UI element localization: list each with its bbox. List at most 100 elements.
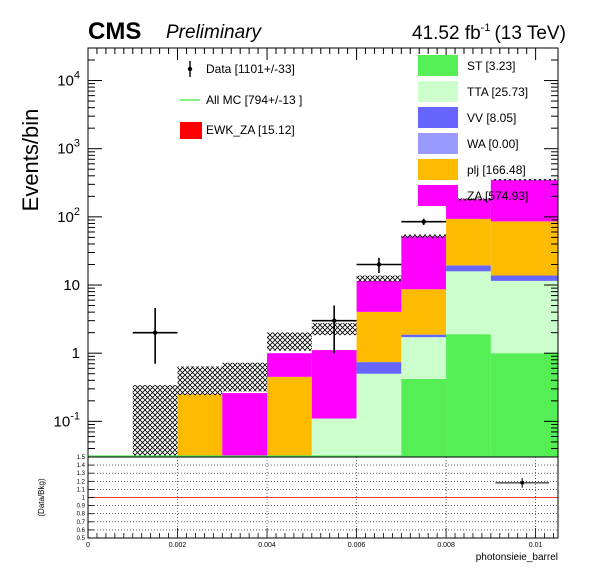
bar-plj-bin-7 bbox=[401, 289, 447, 335]
legend-entry-st: ST [3.23] bbox=[418, 55, 515, 76]
data-marker-1 bbox=[331, 318, 337, 323]
ratio-ytick-label: 1.4 bbox=[77, 463, 86, 469]
lumi-unit-exponent: -1 bbox=[481, 22, 491, 34]
legend-st-label: ST [3.23] bbox=[467, 59, 515, 73]
bar-vv-bin-8 bbox=[446, 265, 491, 272]
ratio-points bbox=[495, 478, 550, 488]
bar-za-bin-5 bbox=[311, 350, 357, 419]
legend-plj-label: plj [166.48] bbox=[467, 163, 526, 177]
bar-tta-bin-8 bbox=[446, 271, 491, 335]
legend-data-marker bbox=[187, 66, 193, 72]
legend-entry-vv: VV [8.05] bbox=[418, 107, 516, 128]
legend-tta-label: TTA [25.73] bbox=[467, 85, 528, 99]
bar-plj-bin-6 bbox=[356, 311, 402, 363]
bar-za-bin-6 bbox=[356, 281, 402, 312]
legend-data-label: Data [1101+/-33] bbox=[206, 62, 295, 76]
bar-za-bin-7 bbox=[401, 236, 447, 290]
legend-all-mc-label: All MC [794+/-13 ] bbox=[206, 93, 302, 107]
ratio-ytick-label: 0.8 bbox=[77, 512, 86, 518]
data-marker-2 bbox=[376, 262, 382, 267]
ratio-point-0 bbox=[495, 478, 550, 488]
main-plot-panel: 10-1 1 10 102 103 104 Events/bin bbox=[18, 47, 559, 458]
ratio-ytick-label: 0.9 bbox=[77, 504, 86, 510]
bar-plj-bin-8 bbox=[446, 218, 491, 266]
cms-label: CMS bbox=[88, 18, 141, 45]
uncertainty-bin-4 bbox=[267, 332, 312, 351]
ratio-ytick-label: 1.3 bbox=[77, 471, 86, 477]
ytick-label: 10 bbox=[63, 277, 80, 294]
y-axis-ticks: 10-1 1 10 102 103 104 bbox=[54, 47, 558, 458]
ytick-label: 103 bbox=[57, 138, 80, 158]
bar-tta-bin-7 bbox=[401, 337, 447, 379]
xtick-label: 0.008 bbox=[437, 542, 455, 549]
ratio-ytick-label: 1.2 bbox=[77, 479, 86, 485]
bar-plj-bin-9 bbox=[490, 221, 558, 276]
ratio-ytick-label: 1 bbox=[82, 496, 86, 502]
uncertainty-band bbox=[88, 178, 558, 457]
bar-st-bin-9 bbox=[490, 353, 558, 457]
data-point-1 bbox=[311, 305, 357, 354]
legend-vv-swatch bbox=[418, 107, 458, 128]
lumi-value: 41.52 fb bbox=[412, 23, 481, 44]
ratio-y-axis-title: (Data/Bkg) bbox=[37, 478, 46, 517]
xtick-label: 0.004 bbox=[258, 542, 276, 549]
uncertainty-bin-1 bbox=[132, 385, 178, 457]
legend-vv-label: VV [8.05] bbox=[467, 111, 516, 125]
preliminary-label: Preliminary bbox=[166, 22, 263, 43]
bar-tta-bin-9 bbox=[490, 280, 558, 354]
xtick-label: 0 bbox=[86, 542, 90, 549]
legend-st-swatch bbox=[418, 55, 458, 76]
legend-entry-ewk-za: EWK_ZA [15.12] bbox=[180, 122, 295, 139]
energy-label: (13 TeV) bbox=[494, 23, 565, 44]
legend-entry-all-mc: All MC [794+/-13 ] bbox=[180, 93, 302, 107]
bar-za-bin-9 bbox=[490, 180, 558, 222]
legend: Data [1101+/-33] All MC [794+/-13 ] EWK_ZA… bbox=[180, 55, 528, 206]
bar-st-bin-8 bbox=[446, 334, 491, 457]
legend-ewk-za-label: EWK_ZA [15.12] bbox=[206, 123, 295, 137]
ytick-label: 1 bbox=[72, 345, 80, 362]
data-marker-3 bbox=[421, 219, 426, 224]
xtick-label: 0.002 bbox=[169, 542, 187, 549]
y-axis-title: Events/bin bbox=[18, 109, 43, 212]
uncertainty-bin-9 bbox=[490, 178, 558, 181]
legend-plj-swatch bbox=[418, 159, 458, 180]
ratio-ytick-label: 0.6 bbox=[77, 528, 86, 534]
luminosity-label: 41.52 fb-1 (13 TeV) bbox=[412, 22, 566, 44]
bar-plj-bin-4 bbox=[267, 376, 312, 457]
data-point-2 bbox=[356, 257, 402, 274]
ytick-label: 102 bbox=[57, 206, 80, 226]
ratio-ytick-label: 1.5 bbox=[77, 455, 86, 461]
ratio-ytick-label: 1.1 bbox=[77, 487, 86, 493]
legend-wa-label: WA [0.00] bbox=[467, 137, 519, 151]
legend-entry-data: Data [1101+/-33] bbox=[187, 61, 295, 77]
data-points bbox=[132, 218, 447, 364]
ratio-y-ticks: 0.5 0.6 0.7 0.8 0.9 1 1.1 1.2 1.3 1.4 1.5 bbox=[77, 455, 94, 542]
bar-tta-bin-5 bbox=[311, 418, 357, 457]
ratio-marker-0 bbox=[520, 481, 524, 485]
legend-entry-plj: plj [166.48] bbox=[418, 159, 526, 180]
bar-za-bin-3 bbox=[222, 393, 268, 457]
legend-entry-tta: TTA [25.73] bbox=[418, 81, 528, 102]
x-axis-ticks: 0 0.002 0.004 0.006 0.008 0.01 bbox=[86, 528, 554, 549]
uncertainty-bin-6 bbox=[356, 275, 402, 282]
bar-vv-bin-9 bbox=[490, 275, 558, 281]
xtick-label: 0.006 bbox=[348, 542, 366, 549]
bar-vv-bin-7 bbox=[401, 334, 447, 338]
xtick-label: 0.01 bbox=[529, 542, 543, 549]
uncertainty-bin-2 bbox=[177, 366, 223, 396]
uncertainty-bin-8 bbox=[446, 198, 491, 201]
data-point-3 bbox=[401, 218, 447, 225]
uncertainty-bin-7 bbox=[401, 234, 447, 239]
x-axis-title: photonsieie_barrel bbox=[476, 552, 558, 563]
bar-tta-bin-6 bbox=[356, 373, 402, 457]
data-point-0 bbox=[132, 308, 178, 364]
legend-ewk-za-box bbox=[180, 122, 202, 139]
ytick-label: 104 bbox=[57, 70, 80, 90]
ytick-label: 10-1 bbox=[54, 410, 80, 430]
data-marker-0 bbox=[152, 330, 158, 335]
bar-vv-bin-6 bbox=[356, 362, 402, 374]
bar-za-bin-4 bbox=[267, 353, 312, 377]
ratio-ytick-label: 0.7 bbox=[77, 520, 86, 526]
stacked-bars bbox=[177, 180, 558, 457]
